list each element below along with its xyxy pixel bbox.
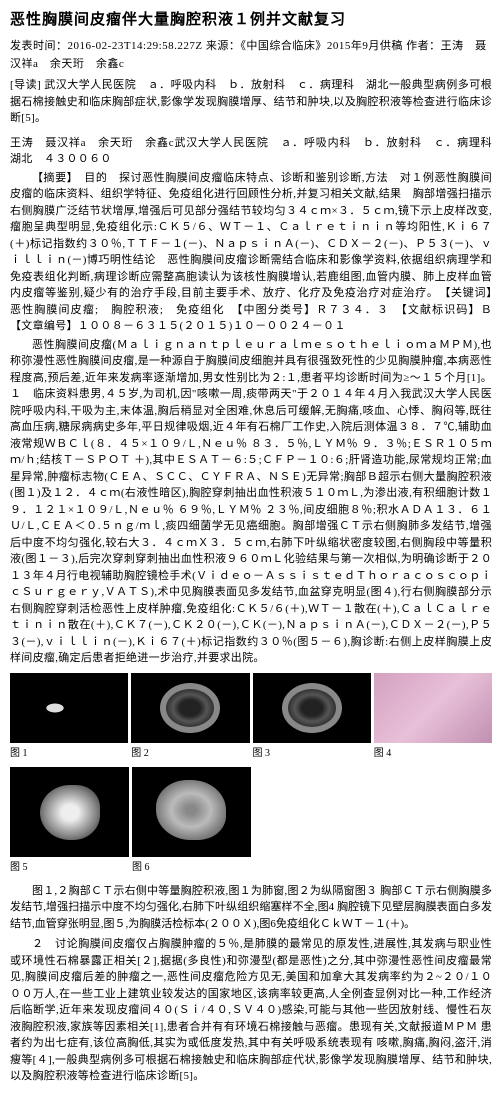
figure-2 xyxy=(131,673,249,743)
meta-line: 发表时间：2016-02-23T14:29:58.227Z 来源：《中国综合临床… xyxy=(10,38,492,73)
fig-label-2: 图 2 xyxy=(131,745,249,765)
figure-labels-row-1: 图 1 图 2 图 3 图 4 xyxy=(10,745,492,765)
fig-label-5: 图 5 xyxy=(10,859,129,879)
figure-1 xyxy=(10,673,128,743)
figure-4 xyxy=(374,673,492,743)
fig-label-1: 图 1 xyxy=(10,745,128,765)
fig-label-4: 图 4 xyxy=(374,745,492,765)
spacer xyxy=(254,767,492,857)
abstract: 【摘要】 目的 探讨恶性胸膜间皮瘤临床特点、诊断和鉴别诊断,方法 对１例恶性胸膜… xyxy=(10,170,492,335)
fig-label-3: 图 3 xyxy=(253,745,371,765)
figure-3 xyxy=(253,673,371,743)
figure-row-1 xyxy=(10,673,492,743)
figure-caption: 图１,２胸部ＣＴ示右侧中等量胸腔积液,图１为肺窗,图２为纵隔窗图３ 胸部ＣＴ示右… xyxy=(10,883,492,933)
author-line: 王涛 聂汉祥a 余天珩 余鑫c武汉大学人民医院 ａ．呼吸内科 ｂ．放射科 ｃ．病… xyxy=(10,135,492,168)
figure-labels-row-2: 图 5 图 6 xyxy=(10,859,492,879)
figure-5 xyxy=(10,767,129,857)
affiliation: [导读] 武汉大学人民医院 ａ．呼吸内科 ｂ．放射科 ｃ．病理科 湖北一般典型病… xyxy=(10,77,492,127)
fig-label-6: 图 6 xyxy=(132,859,251,879)
figure-row-2 xyxy=(10,767,492,857)
discussion: ２ 讨论胸膜间皮瘤仅占胸膜肿瘤的５％,是肺膜的最常见的原发性,进展性,其发病与职… xyxy=(10,936,492,1085)
article-title: 恶性胸膜间皮瘤伴大量胸腔积液１例并文献复习 xyxy=(10,8,492,32)
figure-6 xyxy=(132,767,251,857)
body-para-1: 恶性胸膜间皮瘤(ＭａｌｉｇｎａｎｔｐｌｅｕｒａｌｍｅｓｏｔｈｅｌｉｏｍａＭＰＭ)… xyxy=(10,337,492,667)
